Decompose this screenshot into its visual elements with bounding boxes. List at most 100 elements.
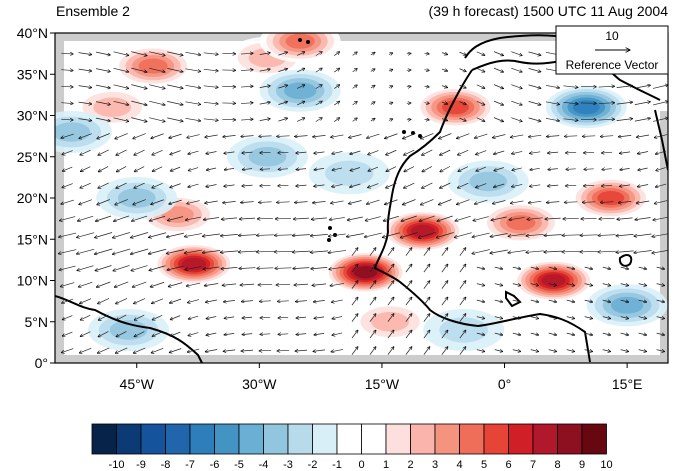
lat-label: 15°N [17,231,48,247]
wind-vector [600,202,614,203]
wind-vector [296,169,307,170]
wind-vector [257,218,273,219]
wind-vector [202,233,220,236]
wind-vector [546,202,560,203]
wind-vector [384,199,398,205]
wind-vector [115,133,128,138]
colorbar-swatch [214,423,240,455]
wind-vector [566,267,575,269]
cape-verde-2 [333,233,337,237]
wind-vector [424,119,429,120]
wind-vector [351,314,358,322]
wind-vector [511,117,522,122]
wind-vector [242,152,253,153]
wind-vector [61,119,73,120]
wind-vector [548,169,558,170]
wind-vector [131,100,147,105]
colorbar-swatch [140,423,166,455]
wind-vector [439,149,451,155]
wind-vector [511,67,522,72]
wind-vector [167,117,183,121]
wind-vector [278,118,287,122]
colorbar-swatch [434,423,460,455]
wind-vector [310,251,328,253]
wind-vector [313,350,326,352]
anomaly-center [259,69,341,112]
wind-vector [369,281,376,289]
wind-vector [472,249,490,254]
wind-vector [61,86,73,87]
wind-vector [259,86,271,88]
lat-label: 20°N [17,190,48,206]
colorbar-label: 2 [407,459,413,471]
wind-vector [134,182,145,188]
wind-vector [295,301,307,302]
colorbar-label: -4 [259,459,269,471]
wind-vector [328,250,346,252]
wind-vector [475,183,487,188]
wind-vector [241,350,254,351]
wind-vector [548,300,557,302]
anomaly-center [480,201,562,244]
wind-vector [616,251,634,252]
wind-vector [292,251,310,252]
wind-vector [79,298,92,304]
wind-vector [61,53,73,54]
wind-vector [638,267,647,269]
wind-vector [441,281,448,289]
anomaly-center [325,251,407,294]
anomaly-contour [371,311,410,332]
wind-vector [459,264,466,273]
wind-vector [530,350,539,352]
lon-label: 15°W [365,376,400,392]
wind-vector [472,232,490,237]
wind-vector [387,347,394,355]
wind-vector [655,150,667,154]
wind-vector [311,267,328,269]
wind-vector [421,182,433,188]
wind-vector [566,284,575,286]
anomaly-contour [117,188,156,208]
wind-vector [653,118,668,122]
colorbar-label: 1 [383,459,389,471]
wind-vector [563,119,578,121]
wind-vector [420,199,434,204]
anomaly-contour [597,191,625,205]
wind-vector [242,169,253,170]
wind-vector [580,235,598,236]
wind-vector [167,265,184,270]
mask-bottom [55,355,668,363]
wind-vector [475,150,487,155]
wind-vector [275,268,292,269]
wind-vector [620,168,630,169]
wind-vector [334,118,339,122]
wind-vector [584,300,593,302]
wind-vector [458,166,469,172]
wind-vector [493,150,505,154]
wind-vector [601,185,613,186]
wind-vector [656,167,666,171]
wind-vector [112,232,131,237]
wind-vector [132,281,147,287]
wind-vector [80,149,91,155]
wind-vector [188,315,199,319]
wind-vector [277,301,289,302]
wind-vector [405,330,412,339]
wind-vector [95,117,110,121]
wind-vector [383,215,399,221]
wind-vector [79,133,92,139]
south-america-coast [55,295,203,363]
wind-vector [563,218,579,219]
anomaly-contour [93,97,132,118]
wind-vector [242,317,253,318]
wind-vector [278,317,289,318]
wind-vector [405,297,412,306]
wind-vector [387,281,394,289]
wind-vector [221,218,237,220]
wind-vector [278,52,287,56]
wind-vector [312,284,327,286]
wind-vector [459,101,466,105]
wind-vector [401,215,417,221]
wind-vector [131,215,148,221]
anomaly-contour [410,224,435,238]
